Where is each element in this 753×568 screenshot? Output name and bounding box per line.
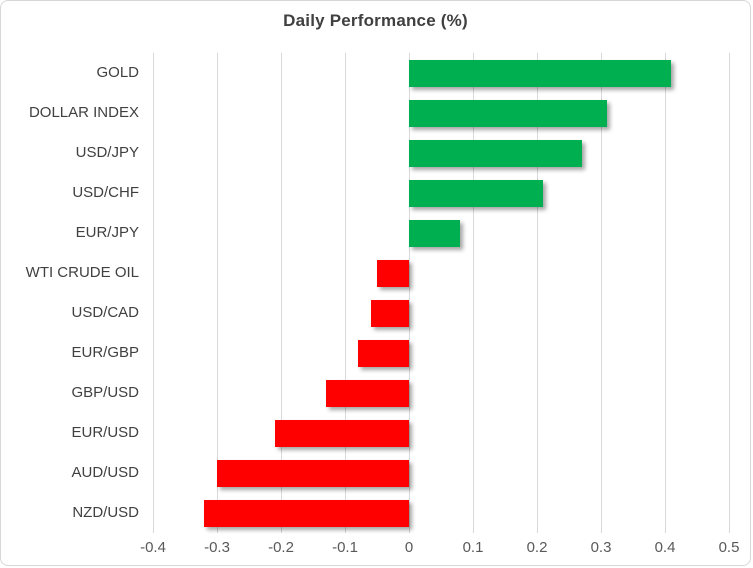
gridline: [728, 53, 730, 533]
category-label: USD/CHF: [72, 184, 139, 201]
bar-gold: [409, 59, 672, 87]
bar-usd-chf: [409, 179, 544, 207]
gridline: [536, 53, 538, 533]
bar-wti-crude-oil: [377, 259, 409, 287]
gridline: [344, 53, 346, 533]
gridline: [152, 53, 154, 533]
gridline: [600, 53, 602, 533]
category-label: AUD/USD: [71, 464, 139, 481]
category-label: DOLLAR INDEX: [28, 104, 139, 121]
category-label: NZD/USD: [72, 504, 139, 521]
category-label: USD/JPY: [75, 144, 139, 161]
bar-dollar-index: [409, 99, 608, 127]
x-tick-label: 0.5: [718, 539, 740, 556]
bar-eur-gbp: [357, 339, 409, 367]
category-label: GOLD: [96, 64, 139, 81]
bar-eur-usd: [274, 419, 409, 447]
x-tick-label: 0.2: [526, 539, 548, 556]
category-label: EUR/JPY: [75, 224, 139, 241]
gridline: [664, 53, 666, 533]
gridline: [472, 53, 474, 533]
category-label: GBP/USD: [71, 384, 139, 401]
plot-area: [152, 53, 730, 533]
bar-eur-jpy: [409, 219, 461, 247]
value-axis: -0.4 -0.3 -0.2 -0.1 0 0.1 0.2 0.3 0.4 0.5: [140, 539, 739, 561]
x-tick-label: -0.3: [204, 539, 230, 556]
category-label: EUR/GBP: [71, 344, 139, 361]
x-tick-label: -0.2: [268, 539, 294, 556]
gridline: [408, 53, 410, 533]
x-tick-label: -0.4: [140, 539, 166, 556]
category-label: USD/CAD: [71, 304, 139, 321]
chart-title: Daily Performance (%): [283, 11, 468, 30]
bar-usd-jpy: [409, 139, 582, 167]
bar-usd-cad: [370, 299, 409, 327]
gridline: [280, 53, 282, 533]
bar-aud-usd: [217, 459, 409, 487]
gridline: [216, 53, 218, 533]
x-tick-label: 0.3: [590, 539, 612, 556]
category-axis: GOLD DOLLAR INDEX USD/JPY USD/CHF EUR/JPY WTI…: [1, 53, 139, 533]
bar-gbp-usd: [325, 379, 409, 407]
x-tick-label: 0.1: [462, 539, 484, 556]
category-label: WTI CRUDE OIL: [25, 264, 139, 281]
category-label: EUR/USD: [71, 424, 139, 441]
x-tick-label: 0: [404, 539, 414, 556]
x-tick-label: -0.1: [332, 539, 358, 556]
bar-nzd-usd: [204, 499, 409, 527]
x-tick-label: 0.4: [654, 539, 676, 556]
